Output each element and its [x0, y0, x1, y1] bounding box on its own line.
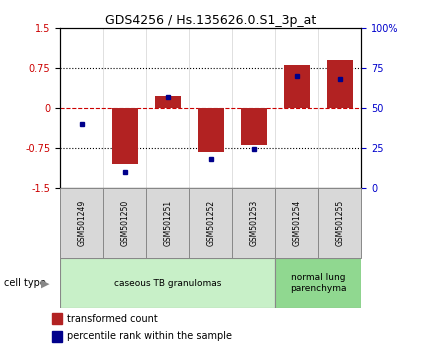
Text: ▶: ▶: [41, 278, 49, 288]
Text: GSM501251: GSM501251: [163, 200, 172, 246]
Text: GDS4256 / Hs.135626.0.S1_3p_at: GDS4256 / Hs.135626.0.S1_3p_at: [105, 14, 316, 27]
Text: normal lung
parenchyma: normal lung parenchyma: [290, 274, 347, 293]
Bar: [60, 188, 103, 258]
Text: GSM501250: GSM501250: [120, 200, 129, 246]
Bar: [146, 188, 189, 258]
Text: percentile rank within the sample: percentile rank within the sample: [67, 331, 232, 341]
Bar: [60, 258, 275, 308]
Bar: [275, 188, 318, 258]
Bar: [198, 108, 224, 152]
Bar: [318, 188, 361, 258]
Bar: [284, 65, 310, 108]
Bar: [241, 108, 267, 145]
Bar: [327, 60, 353, 108]
Text: GSM501254: GSM501254: [292, 200, 301, 246]
Bar: [275, 258, 361, 308]
Bar: [189, 188, 232, 258]
Bar: [112, 108, 138, 164]
Text: cell type: cell type: [4, 278, 46, 288]
Text: GSM501255: GSM501255: [335, 200, 344, 246]
Bar: [232, 188, 275, 258]
Text: caseous TB granulomas: caseous TB granulomas: [114, 279, 221, 288]
Text: GSM501253: GSM501253: [249, 200, 258, 246]
Text: GSM501249: GSM501249: [77, 200, 86, 246]
Bar: [155, 96, 181, 108]
Text: transformed count: transformed count: [67, 314, 157, 324]
Text: GSM501252: GSM501252: [206, 200, 215, 246]
Bar: [103, 188, 146, 258]
